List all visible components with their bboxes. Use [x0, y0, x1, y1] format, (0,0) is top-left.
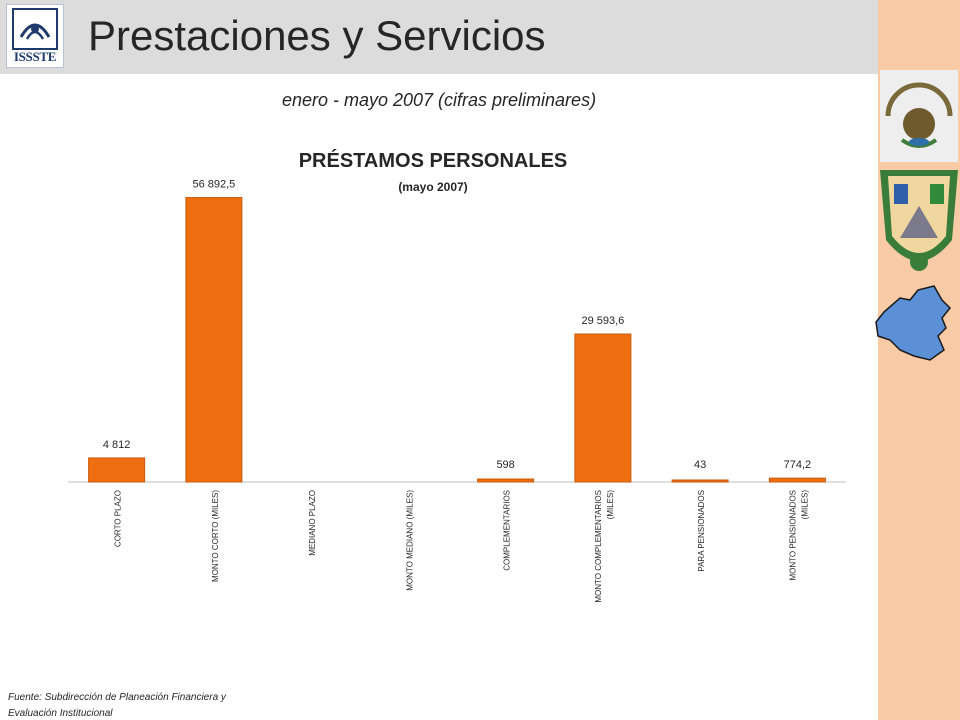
data-label-1: 4 812 — [103, 439, 131, 451]
category-label-1: CORTO PLAZO — [114, 490, 123, 547]
issste-logo-icon — [12, 8, 58, 50]
page-title: Prestaciones y Servicios — [88, 12, 546, 59]
bar-7 — [671, 479, 729, 483]
data-label-8: 774,2 — [784, 459, 812, 471]
data-label-7: 43 — [694, 459, 706, 471]
data-label-2: 56 892,5 — [192, 179, 235, 191]
chart-title: PRÉSTAMOS PERSONALES — [298, 150, 568, 172]
header-bar — [0, 0, 878, 74]
bar-5 — [477, 478, 535, 483]
bar-2 — [185, 197, 243, 483]
category-label-7: PARA PENSIONADOS — [697, 490, 706, 572]
state-map-icon — [875, 285, 952, 361]
category-label-5: COMPLEMENTARIOS — [503, 490, 512, 571]
bar-8 — [768, 477, 826, 483]
report-subtitle: enero - mayo 2007 (cifras preliminares) — [281, 90, 597, 110]
category-label-4: MONTO MEDIANO (MILES) — [405, 490, 414, 591]
national-emblem-icon — [885, 82, 953, 148]
category-label-2: MONTO CORTO (MILES) — [211, 490, 220, 582]
data-label-6: 29 593,6 — [581, 315, 624, 327]
category-label-3: MEDIANO PLAZO — [308, 490, 317, 556]
chart-subtitle: (mayo 2007) — [398, 180, 468, 194]
source-note: Fuente: Subdirección de Planeación Finan… — [8, 692, 226, 719]
state-shield-icon — [880, 170, 958, 271]
category-label-8: MONTO PENSIONADOS — [788, 490, 797, 581]
bar-1 — [88, 457, 146, 483]
logo-text: ISSSTE — [13, 49, 57, 64]
bar-6 — [574, 333, 632, 483]
category-label-6: MONTO COMPLEMENTARIOS — [594, 490, 603, 603]
category-label-6: (MILES) — [606, 490, 615, 520]
category-label-8: (MILES) — [800, 490, 809, 520]
data-label-5: 598 — [496, 459, 514, 471]
national-emblem — [880, 70, 958, 162]
issste-logo: ISSSTE — [6, 4, 64, 68]
